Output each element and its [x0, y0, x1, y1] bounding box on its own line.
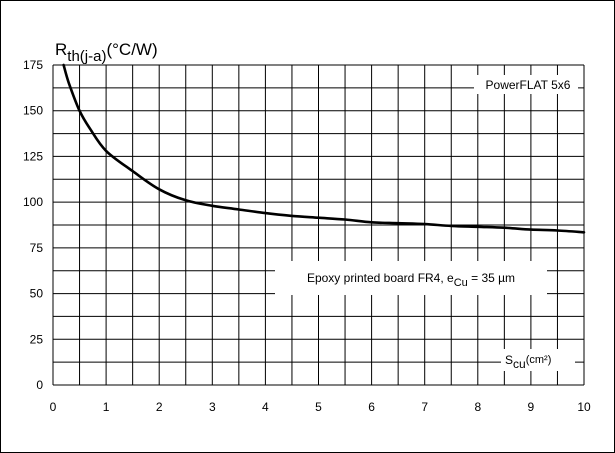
x-axis-label-box	[501, 349, 575, 371]
y-axis-label-sub: th(j-a)	[67, 48, 106, 65]
x-tick-label: 3	[209, 400, 216, 414]
x-axis-label-sub: cu	[513, 357, 526, 371]
board-label-sub: Cu	[454, 277, 468, 289]
x-tick-label: 6	[368, 400, 375, 414]
y-tick-label: 25	[30, 332, 44, 346]
y-tick-labels: 0 25 50 75 100 125 150 175	[23, 58, 43, 392]
x-tick-label: 9	[528, 400, 535, 414]
x-tick-label: 5	[315, 400, 322, 414]
x-tick-label: 4	[262, 400, 269, 414]
y-tick-label: 75	[30, 241, 44, 255]
y-axis-label-unit: (°C/W)	[106, 40, 157, 59]
y-tick-label: 0	[36, 378, 43, 392]
x-tick-label: 10	[577, 400, 591, 414]
y-tick-label: 50	[30, 287, 44, 301]
y-axis-label: Rth(j-a)(°C/W)	[55, 40, 158, 65]
y-tick-label: 100	[23, 195, 43, 209]
board-label-pre: Epoxy printed board FR4, e	[307, 271, 454, 285]
x-tick-labels: 0 1 2 3 4 5 6 7 8 9 10	[50, 400, 591, 414]
x-tick-label: 1	[103, 400, 110, 414]
y-tick-label: 125	[23, 149, 43, 163]
package-label-box	[474, 75, 578, 94]
x-axis-label: Scu(cm²)	[505, 353, 551, 371]
board-label-box	[275, 261, 547, 295]
board-label-post: = 35 µm	[468, 271, 515, 285]
x-tick-label: 0	[50, 400, 57, 414]
grid	[52, 64, 585, 386]
x-axis-label-main: S	[505, 353, 513, 367]
y-axis-label-main: R	[55, 40, 67, 59]
x-tick-label: 7	[421, 400, 428, 414]
x-tick-label: 8	[474, 400, 481, 414]
package-label: PowerFLAT 5x6	[486, 78, 571, 92]
x-tick-label: 2	[156, 400, 163, 414]
y-tick-label: 175	[23, 58, 43, 72]
board-label: Epoxy printed board FR4, eCu = 35 µm	[307, 271, 515, 289]
x-axis-label-unit: (cm²)	[526, 354, 552, 366]
y-tick-label: 150	[23, 104, 43, 118]
data-line-rth	[62, 63, 586, 234]
